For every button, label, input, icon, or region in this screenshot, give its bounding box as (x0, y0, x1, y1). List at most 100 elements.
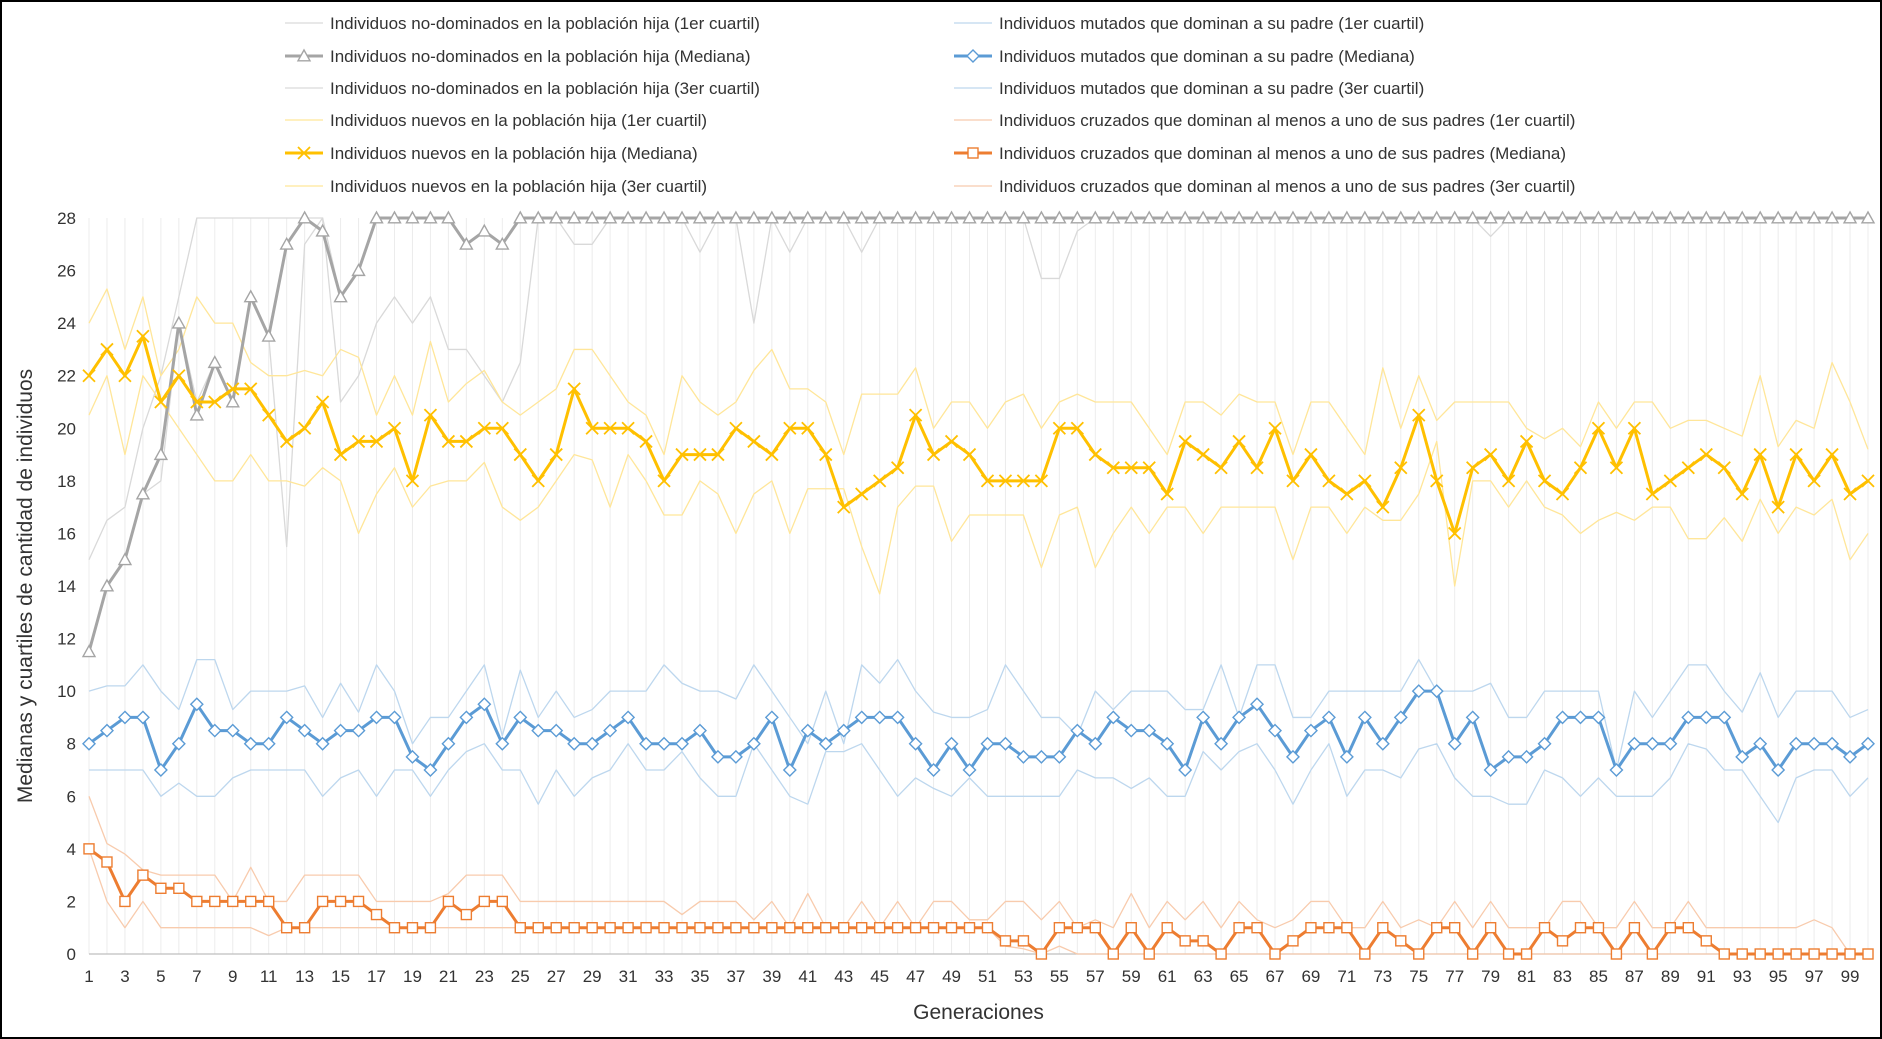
data-point-mu_med (1411, 684, 1426, 699)
data-point-nu_med (1573, 461, 1588, 475)
series-mu_med (82, 684, 1875, 777)
data-point-mu_med (135, 710, 150, 725)
data-point-nd_med (1555, 210, 1570, 224)
legend-label: Individuos nuevos en la población hija (… (330, 144, 698, 163)
data-point-cr_med (999, 935, 1012, 947)
data-point-mu_med (477, 697, 492, 712)
data-point-nu_med (513, 447, 527, 462)
data-point-cr_med (784, 922, 796, 934)
data-point-nu_med (765, 447, 779, 462)
data-point-mu_med (369, 710, 384, 725)
x-tick-label: 73 (1373, 967, 1392, 986)
data-point-cr_med (1646, 948, 1659, 960)
data-point-nd_med (1393, 210, 1408, 224)
x-tick-label: 37 (726, 967, 745, 986)
data-point-mu_med (1663, 736, 1678, 751)
data-point-nd_med (297, 210, 312, 224)
data-point-nu_med (1160, 487, 1174, 501)
data-point-cr_med (604, 922, 616, 934)
y-tick-label: 28 (57, 209, 76, 228)
data-point-nu_med (962, 447, 977, 462)
data-point-nd_med (207, 355, 222, 369)
data-point-nd_med (81, 644, 97, 658)
series-line-nu_med (87, 334, 1869, 535)
x-tick-label: 97 (1805, 967, 1824, 986)
data-point-nu_med (837, 500, 851, 514)
data-point-nd_med (1663, 210, 1678, 224)
y-tick-label: 0 (67, 945, 76, 964)
data-point-nu_med (244, 382, 258, 396)
data-point-mu_med (746, 736, 761, 751)
data-point-nu_med (1214, 461, 1228, 475)
data-point-nu_med (1178, 434, 1192, 449)
series-cr_med (83, 843, 1874, 960)
data-point-mu_med (1789, 736, 1804, 751)
data-point-cr_med (640, 922, 652, 934)
series-mu_q3 (88, 658, 1869, 771)
data-point-mu_med (1268, 723, 1282, 738)
data-point-mu_med (728, 749, 743, 764)
data-point-nu_med (531, 474, 545, 488)
data-point-mu_med (1088, 736, 1103, 751)
data-point-nu_med (1088, 447, 1102, 462)
data-point-nd_med (1088, 210, 1103, 224)
legend-item: Individuos nuevos en la población hija (… (285, 144, 698, 163)
x-tick-label: 87 (1625, 967, 1644, 986)
data-point-cr_med (1808, 948, 1820, 960)
data-point-nu_med (1681, 461, 1695, 475)
x-tick-label: 1 (84, 967, 93, 986)
data-point-nd_med (1159, 210, 1175, 224)
data-point-nd_med (1177, 210, 1193, 224)
x-tick-label: 5 (156, 967, 165, 986)
data-point-mu_med (854, 710, 869, 725)
series-line-mu_q3 (88, 658, 1869, 771)
data-point-mu_med (297, 723, 312, 738)
x-tick-label: 91 (1697, 967, 1716, 986)
data-point-nu_med (908, 408, 923, 422)
data-point-cr_med (1754, 948, 1766, 960)
data-point-cr_med (1700, 935, 1712, 947)
data-point-mu_med (1303, 723, 1318, 738)
legend-label: Individuos mutados que dominan a su padr… (999, 79, 1424, 98)
data-point-mu_med (1861, 736, 1875, 751)
data-point-mu_med (513, 710, 528, 725)
data-point-cr_med (1125, 922, 1137, 934)
data-point-nd_med (531, 210, 546, 224)
x-tick-label: 61 (1158, 967, 1177, 986)
data-point-nd_med (549, 210, 564, 224)
data-point-nd_med (746, 210, 762, 224)
data-point-mu_med (279, 710, 294, 725)
x-tick-label: 81 (1517, 967, 1536, 986)
data-point-mu_med (225, 723, 240, 738)
data-point-mu_med (818, 736, 833, 751)
data-point-cr_med (334, 895, 347, 908)
series-line-cr_med (88, 847, 1868, 956)
data-point-cr_med (855, 922, 868, 934)
data-point-cr_med (1161, 922, 1173, 934)
data-point-nu_med (1394, 461, 1408, 475)
data-point-cr_med (460, 908, 473, 921)
data-point-nu_med (1232, 434, 1246, 449)
data-point-nd_med (854, 210, 869, 224)
data-point-nu_med (1250, 461, 1264, 475)
data-point-mu_med (1178, 763, 1193, 777)
data-point-nd_med (1573, 210, 1588, 224)
data-point-nu_med (711, 447, 725, 462)
series-line-nd_med (87, 216, 1868, 653)
data-point-cr_med (1844, 948, 1856, 960)
data-point-mu_med (908, 736, 923, 751)
data-point-nd_med (962, 210, 977, 224)
data-point-nd_med (441, 210, 456, 224)
data-point-nd_med (1860, 210, 1876, 224)
data-point-mu_med (99, 723, 114, 738)
x-tick-label: 15 (331, 967, 350, 986)
data-point-cr_med (694, 922, 706, 934)
data-point-nu_med (980, 474, 995, 488)
data-point-nu_med (1789, 447, 1803, 462)
data-point-cr_med (478, 895, 491, 908)
legend-label: Individuos mutados que dominan a su padr… (999, 14, 1424, 33)
data-point-nu_med (1861, 474, 1875, 488)
x-tick-label: 71 (1337, 967, 1356, 986)
data-point-mu_med (1429, 684, 1444, 699)
